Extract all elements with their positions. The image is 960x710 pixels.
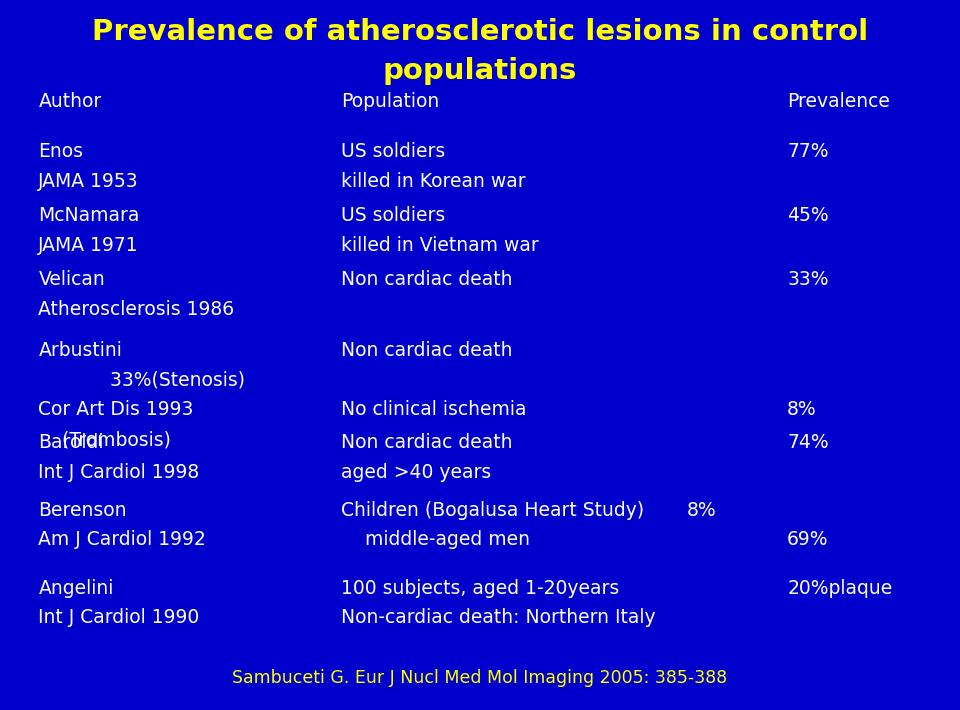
Text: Author: Author bbox=[38, 92, 102, 111]
Text: Non cardiac death: Non cardiac death bbox=[341, 270, 513, 289]
Text: Population: Population bbox=[341, 92, 439, 111]
Text: Berenson: Berenson bbox=[38, 501, 127, 520]
Text: Am J Cardiol 1992: Am J Cardiol 1992 bbox=[38, 530, 206, 550]
Text: Sambuceti G. Eur J Nucl Med Mol Imaging 2005: 385-388: Sambuceti G. Eur J Nucl Med Mol Imaging … bbox=[232, 670, 728, 687]
Text: 77%: 77% bbox=[787, 142, 828, 161]
Text: Enos: Enos bbox=[38, 142, 84, 161]
Text: Arbustini: Arbustini bbox=[38, 341, 122, 360]
Text: 74%: 74% bbox=[787, 433, 828, 452]
Text: 33%(Stenosis): 33%(Stenosis) bbox=[38, 371, 246, 390]
Text: Non cardiac death: Non cardiac death bbox=[341, 341, 513, 360]
Text: Atherosclerosis 1986: Atherosclerosis 1986 bbox=[38, 300, 234, 319]
Text: populations: populations bbox=[383, 57, 577, 84]
Text: 69%: 69% bbox=[787, 530, 828, 550]
Text: US soldiers: US soldiers bbox=[341, 142, 445, 161]
Text: 33%: 33% bbox=[787, 270, 828, 289]
Text: Children (Bogalusa Heart Study): Children (Bogalusa Heart Study) bbox=[341, 501, 644, 520]
Text: Velican: Velican bbox=[38, 270, 106, 289]
Text: JAMA 1971: JAMA 1971 bbox=[38, 236, 139, 255]
Text: killed in Vietnam war: killed in Vietnam war bbox=[341, 236, 539, 255]
Text: Non cardiac death: Non cardiac death bbox=[341, 433, 513, 452]
Text: 100 subjects, aged 1-20years: 100 subjects, aged 1-20years bbox=[341, 579, 619, 598]
Text: middle-aged men: middle-aged men bbox=[341, 530, 530, 550]
Text: Prevalence: Prevalence bbox=[787, 92, 890, 111]
Text: Non-cardiac death: Northern Italy: Non-cardiac death: Northern Italy bbox=[341, 608, 656, 628]
Text: 20%plaque: 20%plaque bbox=[787, 579, 893, 598]
Text: Angelini: Angelini bbox=[38, 579, 114, 598]
Text: Int J Cardiol 1998: Int J Cardiol 1998 bbox=[38, 463, 200, 482]
Text: (Trombosis): (Trombosis) bbox=[38, 430, 171, 449]
Text: Baroldi: Baroldi bbox=[38, 433, 104, 452]
Text: Cor Art Dis 1993: Cor Art Dis 1993 bbox=[38, 400, 194, 420]
Text: Int J Cardiol 1990: Int J Cardiol 1990 bbox=[38, 608, 200, 628]
Text: 8%: 8% bbox=[787, 400, 817, 420]
Text: 8%: 8% bbox=[686, 501, 716, 520]
Text: McNamara: McNamara bbox=[38, 206, 140, 225]
Text: 45%: 45% bbox=[787, 206, 828, 225]
Text: aged >40 years: aged >40 years bbox=[341, 463, 492, 482]
Text: No clinical ischemia: No clinical ischemia bbox=[341, 400, 526, 420]
Text: Prevalence of atherosclerotic lesions in control: Prevalence of atherosclerotic lesions in… bbox=[92, 18, 868, 45]
Text: JAMA 1953: JAMA 1953 bbox=[38, 172, 139, 191]
Text: killed in Korean war: killed in Korean war bbox=[341, 172, 525, 191]
Text: US soldiers: US soldiers bbox=[341, 206, 445, 225]
